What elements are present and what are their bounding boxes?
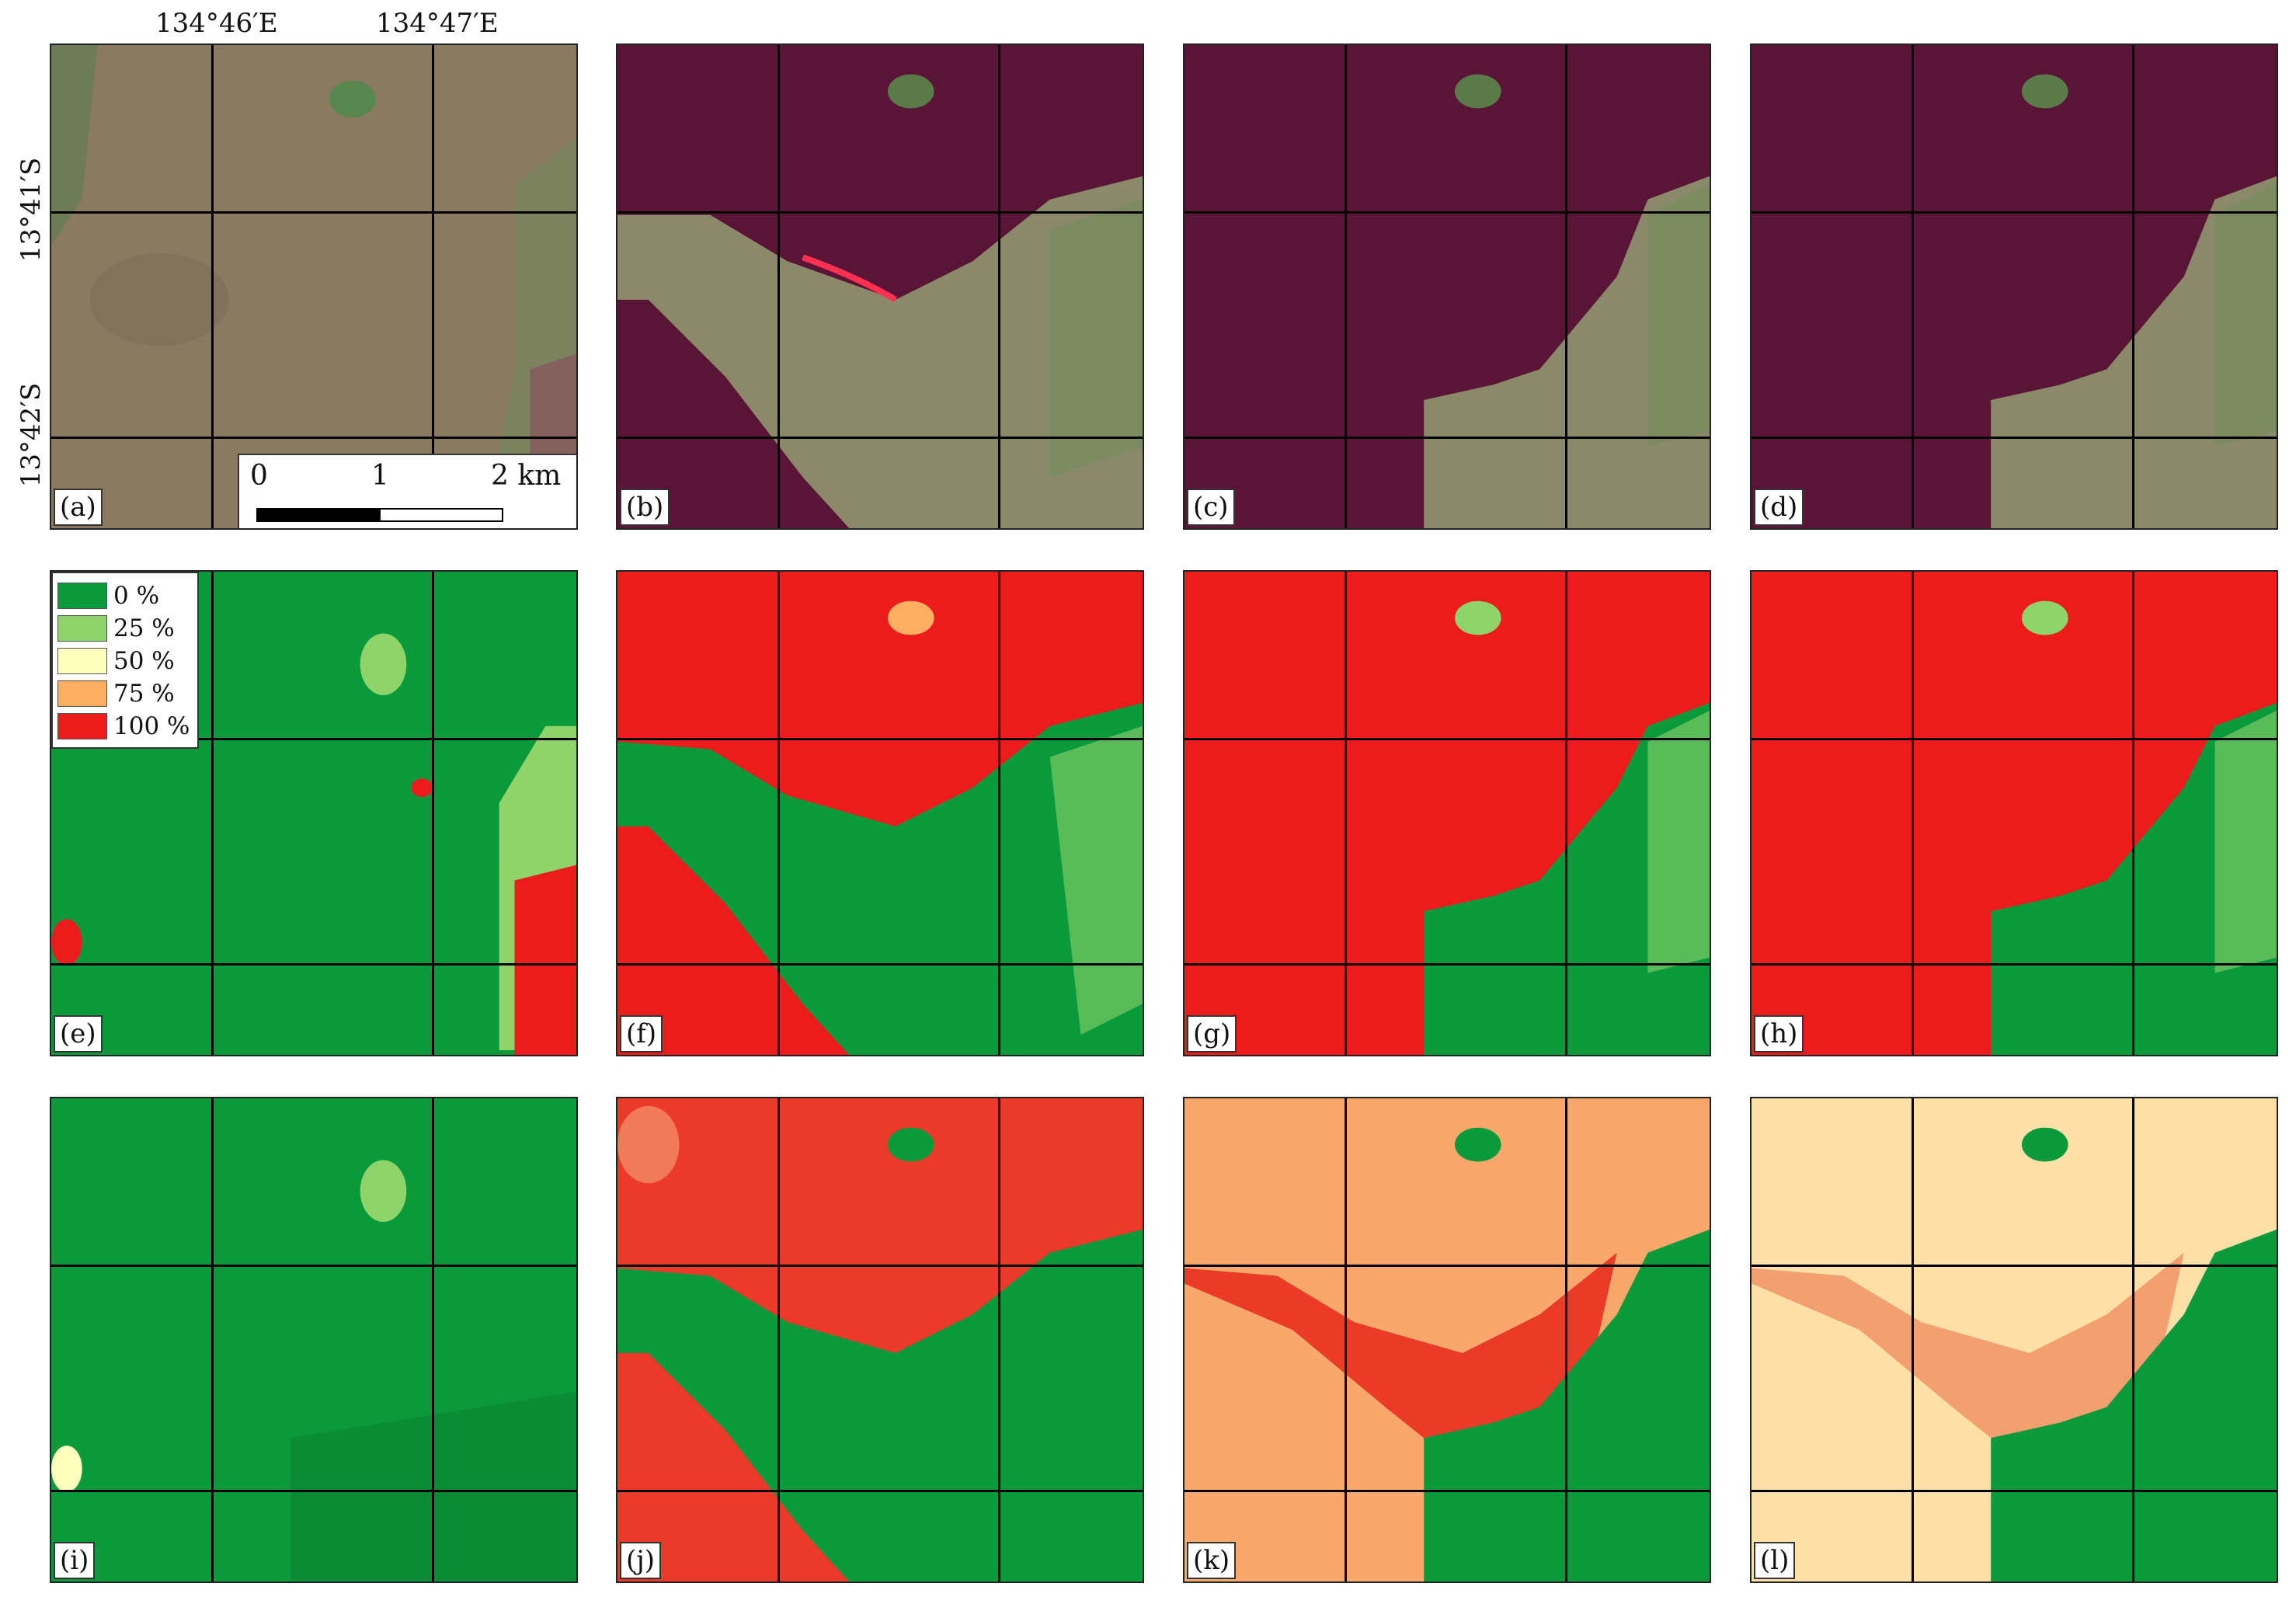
satellite-image bbox=[1752, 45, 2277, 528]
scale-tick-1: 1 bbox=[371, 460, 389, 492]
map-panel-k: (k) bbox=[1183, 1097, 1711, 1583]
latitude-label-1: 13°41′S bbox=[16, 157, 47, 263]
scale-bar-white bbox=[379, 508, 503, 522]
satellite-image bbox=[51, 45, 576, 528]
legend-label: 50 % bbox=[113, 647, 175, 675]
classified-map bbox=[51, 572, 576, 1055]
map-panel-h: (h) bbox=[1750, 570, 2278, 1056]
classified-map bbox=[617, 572, 1143, 1055]
classified-map bbox=[1752, 572, 2277, 1055]
map-panel-l: (l) bbox=[1750, 1097, 2278, 1583]
map-panel-e: 0 % 25 % 50 % 75 % 100 % (e) bbox=[50, 570, 578, 1056]
map-panel-g: (g) bbox=[1183, 570, 1711, 1056]
legend-label: 100 % bbox=[113, 712, 190, 740]
continuous-map bbox=[617, 1098, 1143, 1581]
legend-item: 75 % bbox=[57, 677, 193, 710]
map-panel-b: (b) bbox=[616, 43, 1144, 530]
panel-label: (f) bbox=[620, 1015, 663, 1053]
panel-label: (d) bbox=[1754, 489, 1804, 526]
map-panel-j: (j) bbox=[616, 1097, 1144, 1583]
latitude-label-2: 13°42′S bbox=[16, 382, 47, 488]
panel-label: (a) bbox=[54, 489, 103, 526]
panel-label: (h) bbox=[1754, 1015, 1804, 1053]
scale-bar: 0 1 2 km bbox=[238, 454, 576, 528]
legend-label: 75 % bbox=[113, 680, 175, 708]
legend-label: 0 % bbox=[113, 582, 160, 610]
legend: 0 % 25 % 50 % 75 % 100 % bbox=[51, 572, 199, 749]
map-panel-i: (i) bbox=[50, 1097, 578, 1583]
map-panel-a: 0 1 2 km (a) bbox=[50, 43, 578, 530]
satellite-image bbox=[1185, 45, 1710, 528]
continuous-map bbox=[51, 1098, 576, 1581]
panel-label: (k) bbox=[1187, 1542, 1237, 1579]
classified-map bbox=[1185, 572, 1710, 1055]
legend-item: 0 % bbox=[57, 579, 193, 612]
longitude-label-1: 134°46′E bbox=[155, 8, 278, 39]
legend-item: 25 % bbox=[57, 612, 193, 645]
satellite-image bbox=[617, 45, 1143, 528]
panel-label: (b) bbox=[620, 489, 670, 526]
panel-label: (j) bbox=[620, 1542, 662, 1579]
panel-label: (c) bbox=[1187, 489, 1235, 526]
legend-item: 100 % bbox=[57, 710, 193, 743]
scale-tick-0: 0 bbox=[250, 460, 268, 492]
continuous-map bbox=[1752, 1098, 2277, 1581]
scale-tick-2: 2 km bbox=[491, 460, 562, 492]
legend-item: 50 % bbox=[57, 645, 193, 677]
legend-label: 25 % bbox=[113, 614, 175, 642]
panel-label: (i) bbox=[54, 1542, 96, 1579]
map-panel-c: (c) bbox=[1183, 43, 1711, 530]
continuous-map bbox=[1185, 1098, 1710, 1581]
panel-label: (e) bbox=[54, 1015, 103, 1053]
map-panel-d: (d) bbox=[1750, 43, 2278, 530]
panel-label: (l) bbox=[1754, 1542, 1796, 1579]
panel-label: (g) bbox=[1187, 1015, 1237, 1053]
map-panel-f: (f) bbox=[616, 570, 1144, 1056]
scale-bar-black bbox=[256, 508, 381, 522]
longitude-label-2: 134°47′E bbox=[376, 8, 499, 39]
